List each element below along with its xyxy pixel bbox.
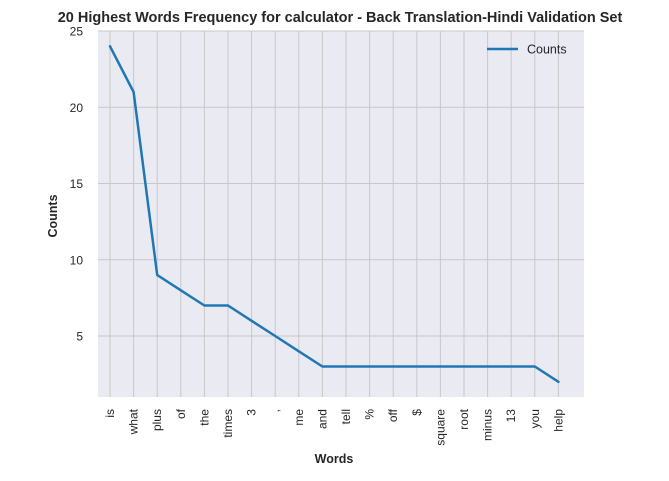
x-tick-label: root	[457, 408, 471, 429]
x-tick-label: %	[363, 409, 377, 420]
y-tick-label: 5	[76, 330, 83, 344]
x-tick-label: you	[528, 409, 542, 428]
x-tick-label: the	[197, 409, 211, 426]
x-tick-label: 13	[504, 409, 518, 423]
legend-label: Counts	[527, 43, 567, 57]
x-tick-label: $	[410, 409, 424, 416]
x-tick-label: and	[315, 409, 329, 429]
y-tick-label: 10	[70, 253, 84, 267]
x-tick-label: ,	[268, 409, 282, 412]
y-tick-label: 25	[70, 25, 84, 39]
x-tick-label: 3	[245, 409, 259, 416]
y-axis: 5 10 15 20 25	[70, 25, 84, 344]
chart-title: 20 Highest Words Frequency for calculato…	[58, 10, 623, 26]
x-tick-label: square	[433, 409, 447, 446]
x-tick-label: of	[174, 408, 188, 419]
x-tick-label: minus	[481, 409, 495, 441]
x-tick-label: times	[221, 409, 235, 438]
x-axis-label: Words	[315, 452, 354, 466]
x-tick-label: what	[127, 408, 141, 435]
x-tick-label: me	[292, 409, 306, 426]
x-tick-label: plus	[150, 409, 164, 431]
y-axis-label: Counts	[46, 194, 60, 237]
y-tick-label: 15	[70, 177, 84, 191]
x-tick-label: is	[103, 409, 117, 418]
x-tick-label: help	[551, 409, 565, 432]
x-tick-label: off	[386, 408, 400, 422]
y-tick-label: 20	[70, 101, 84, 115]
x-tick-label: tell	[339, 409, 353, 424]
